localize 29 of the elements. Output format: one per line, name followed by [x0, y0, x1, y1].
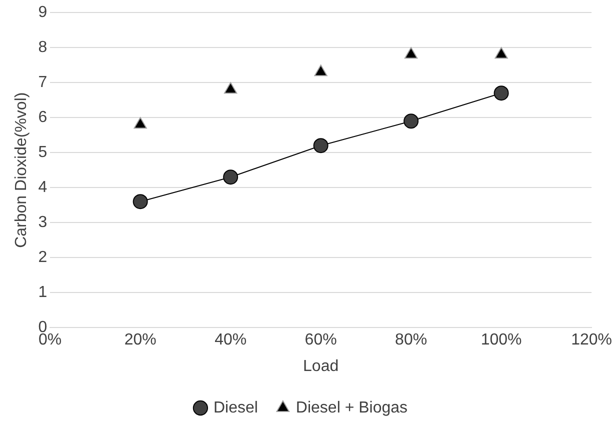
legend-label: Diesel — [213, 399, 258, 416]
x-axis-title: Load — [303, 358, 339, 375]
point — [224, 82, 238, 94]
point — [313, 138, 328, 154]
y-tick-label: 1 — [38, 284, 48, 302]
y-tick-label: 6 — [38, 109, 48, 126]
x-tick-label: 80% — [395, 332, 428, 349]
point — [494, 86, 509, 101]
point — [132, 194, 148, 210]
x-tick-label: 60% — [304, 332, 337, 349]
y-tick-label: 7 — [38, 74, 48, 92]
point — [404, 47, 418, 59]
x-tick-label: 120% — [571, 332, 612, 349]
point — [494, 47, 508, 59]
point — [134, 117, 147, 129]
y-tick-label: 5 — [38, 144, 48, 162]
point — [223, 170, 238, 185]
y-tick-label: 3 — [38, 214, 48, 232]
x-tick-label: 20% — [124, 332, 156, 349]
x-tick-label: 40% — [214, 332, 247, 349]
legend-label: Diesel + Biogas — [296, 399, 408, 416]
y-tick-label: 2 — [38, 249, 48, 266]
point — [314, 64, 328, 76]
y-tick-label: 8 — [38, 39, 48, 56]
x-tick-label: 100% — [480, 332, 522, 349]
y-axis-title: Carbon Dioxide(%vol) — [13, 92, 30, 248]
y-tick-label: 4 — [38, 179, 48, 196]
point — [404, 114, 419, 129]
y-tick-label: 9 — [38, 4, 48, 22]
